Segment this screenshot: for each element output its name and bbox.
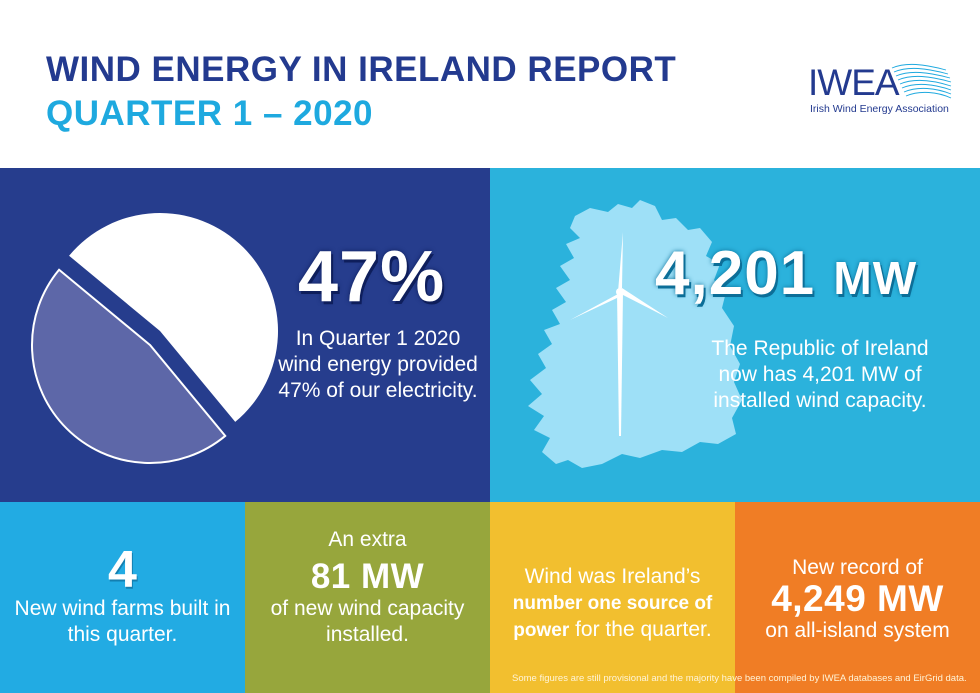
extra-capacity-value: 81 MW	[310, 557, 425, 596]
logo-waves-icon	[891, 63, 952, 99]
extra-capacity-intro: An extra	[328, 528, 407, 551]
record-value: 4,249 MW	[771, 578, 944, 619]
capacity-description: The Republic of Ireland now has 4,201 MW…	[711, 337, 929, 412]
pie-slice-wind	[31, 268, 227, 464]
extra-capacity-description: of new wind capacity installed.	[270, 597, 465, 646]
number-one-source-tile	[490, 502, 735, 693]
pie-chart-icon	[31, 213, 278, 464]
source-prefix: Wind was Ireland’s	[524, 565, 701, 588]
wind-turbine-icon	[570, 232, 668, 436]
new-farms-value: 4	[108, 541, 137, 599]
pie-slice-other	[69, 213, 278, 422]
record-tile	[735, 502, 980, 693]
report-subtitle: QUARTER 1 – 2020	[46, 94, 374, 133]
new-farms-description: New wind farms built in this quarter.	[14, 597, 231, 646]
wind-share-value: 47%	[298, 237, 446, 317]
capacity-value: 4,201 MW	[655, 238, 917, 309]
extra-capacity-tile	[245, 502, 490, 693]
source-highlight: number one source of power	[512, 593, 713, 641]
ireland-map-icon	[528, 200, 742, 468]
footnote: Some figures are still provisional and t…	[512, 673, 967, 684]
logo-subtitle: Irish Wind Energy Association	[810, 103, 949, 115]
logo-wordmark: IWEA	[808, 62, 900, 103]
record-description: on all-island system	[765, 619, 950, 642]
iwea-logo	[806, 60, 956, 122]
wind-share-description: In Quarter 1 2020 wind energy provided 4…	[278, 327, 478, 402]
record-intro: New record of	[792, 556, 923, 579]
number-one-source-text: Wind was Ireland’s number one source of …	[490, 564, 735, 644]
new-farms-tile	[0, 502, 245, 693]
report-title: WIND ENERGY IN IRELAND REPORT	[46, 50, 677, 89]
capacity-unit: MW	[833, 252, 918, 304]
capacity-number: 4,201	[655, 239, 816, 308]
source-suffix: for the quarter.	[575, 618, 712, 641]
